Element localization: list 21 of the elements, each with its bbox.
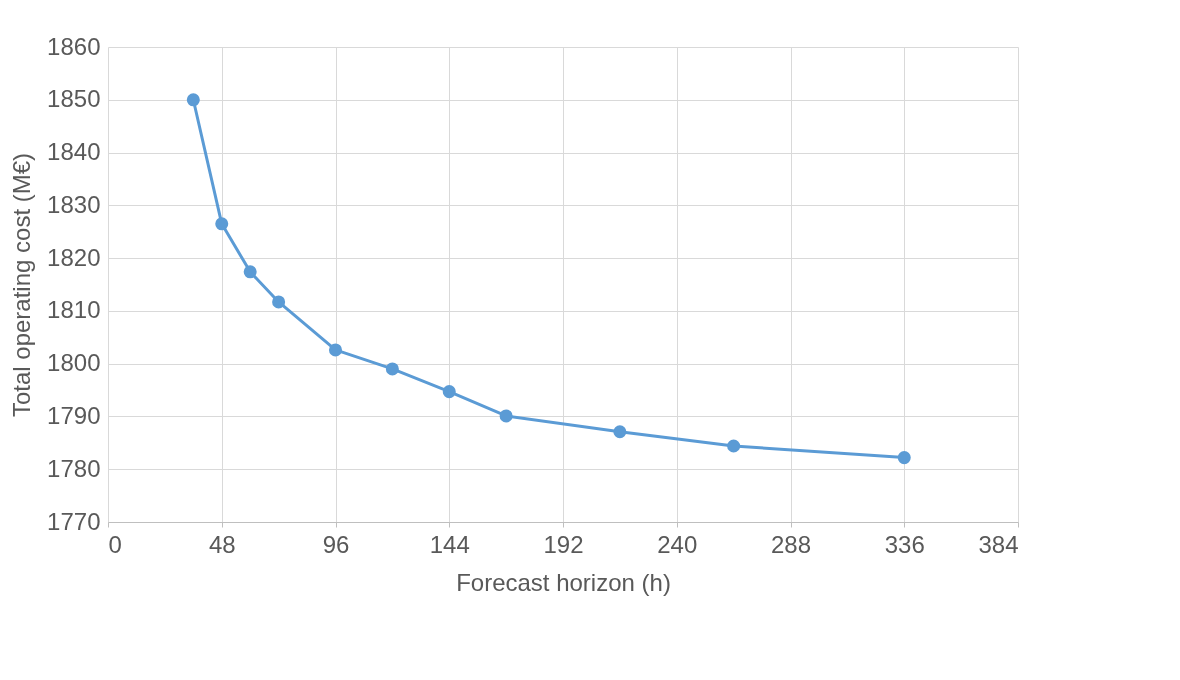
y-tick-label: 1770 — [47, 507, 101, 535]
x-tick-label: 96 — [322, 530, 350, 558]
x-tick-label: 336 — [884, 530, 925, 558]
x-tick-label: 240 — [657, 530, 698, 558]
y-tick-label: 1860 — [47, 32, 101, 60]
x-tick-label: 288 — [770, 530, 812, 558]
x-tick-label: 48 — [208, 530, 236, 558]
y-tick-label: 1830 — [47, 190, 101, 218]
y-tick-label: 1790 — [47, 401, 101, 429]
y-tick-label: 1840 — [47, 138, 101, 166]
y-tick-label: 1780 — [47, 454, 101, 482]
x-tick-label: 192 — [543, 530, 584, 558]
y-tick-label: 1810 — [47, 296, 101, 324]
x-tick-label: 144 — [429, 530, 470, 558]
x-tick-label: 0 — [108, 530, 122, 558]
y-axis-title: Total operating cost (M€) — [8, 152, 36, 418]
y-tick-label: 1820 — [47, 243, 101, 271]
x-tick-label: 384 — [978, 530, 1019, 558]
y-tick-label: 1850 — [47, 85, 101, 113]
y-tick-label: 1800 — [47, 349, 101, 377]
x-axis-title: Forecast horizon (h) — [456, 568, 671, 596]
